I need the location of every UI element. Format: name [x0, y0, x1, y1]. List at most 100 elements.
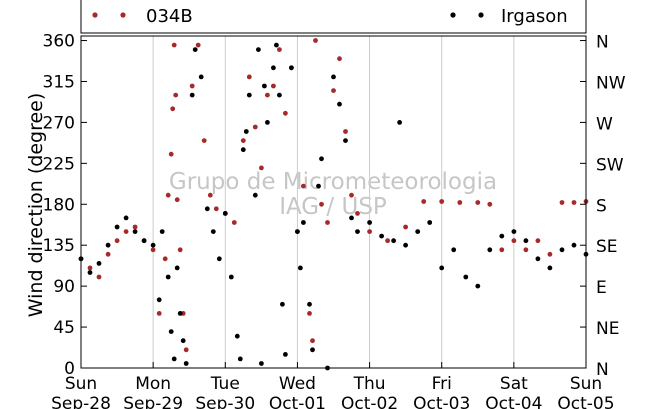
x-tick-day-label: Sun — [570, 374, 602, 394]
point-irgason — [87, 270, 93, 275]
point-irgason — [451, 247, 457, 253]
point-irgason — [165, 274, 171, 280]
point-034b — [535, 238, 541, 244]
point-irgason — [316, 183, 321, 189]
x-tick-date-label: Oct-05 — [557, 394, 614, 409]
point-034b — [170, 106, 176, 112]
legend-marker-034b — [120, 12, 126, 18]
y2-tick-label: W — [596, 114, 613, 134]
point-irgason — [174, 265, 180, 271]
point-034b — [403, 224, 408, 230]
point-irgason — [349, 215, 354, 221]
x-tick-day-label: Fri — [432, 374, 452, 394]
point-034b — [457, 200, 463, 205]
point-034b — [319, 201, 324, 207]
point-irgason — [487, 247, 493, 253]
point-034b — [559, 200, 565, 205]
point-034b — [310, 338, 315, 344]
point-034b — [87, 265, 93, 271]
legend-label-034b: 034B — [146, 6, 193, 27]
point-irgason — [240, 147, 246, 153]
data-points — [78, 38, 589, 371]
point-irgason — [439, 265, 445, 271]
point-irgason — [337, 101, 342, 107]
point-irgason — [210, 229, 216, 235]
point-irgason — [96, 261, 102, 266]
point-irgason — [189, 92, 195, 98]
point-034b — [499, 247, 505, 253]
x-tick-date-label: Sep-30 — [195, 394, 255, 409]
point-034b — [523, 247, 529, 253]
point-irgason — [177, 311, 183, 316]
point-irgason — [132, 229, 138, 235]
point-irgason — [379, 233, 384, 239]
plot-area-frame — [80, 35, 587, 369]
y-tick-label: 225 — [43, 154, 75, 174]
point-irgason — [271, 65, 276, 71]
point-034b — [150, 247, 156, 253]
point-irgason — [183, 361, 189, 366]
point-irgason — [571, 242, 577, 248]
point-irgason — [246, 92, 252, 98]
point-irgason — [415, 229, 421, 235]
point-irgason — [283, 352, 288, 357]
point-irgason — [319, 156, 324, 162]
y2-tick-label: SW — [596, 155, 624, 175]
point-irgason — [156, 297, 162, 303]
legend-label-irgason: Irgason — [501, 6, 568, 27]
point-irgason — [307, 301, 312, 307]
legend: 034B Irgason — [80, 0, 587, 34]
point-irgason — [259, 361, 264, 366]
point-034b — [367, 229, 372, 235]
point-034b — [213, 206, 219, 212]
point-irgason — [523, 238, 529, 244]
point-irgason — [114, 224, 120, 230]
point-034b — [571, 200, 577, 205]
point-034b — [313, 38, 318, 43]
point-irgason — [397, 120, 402, 125]
point-034b — [123, 229, 129, 235]
point-irgason — [204, 206, 210, 212]
point-034b — [259, 165, 264, 171]
point-034b — [487, 201, 493, 207]
point-034b — [265, 92, 270, 98]
y-tick-label: 360 — [43, 32, 75, 52]
point-034b — [349, 192, 354, 198]
point-irgason — [427, 220, 433, 225]
y-tick-label: 315 — [43, 72, 75, 92]
legend-marker-irgason — [450, 12, 456, 18]
x-tick-date-label: Oct-02 — [341, 394, 398, 409]
point-irgason — [105, 242, 111, 248]
point-irgason — [159, 229, 165, 235]
point-034b — [173, 92, 179, 98]
point-irgason — [262, 83, 267, 89]
x-tick-day-label: Sun — [65, 374, 97, 394]
y-tick-label: 90 — [53, 277, 75, 297]
x-tick-day-label: Wed — [279, 374, 316, 394]
point-irgason — [280, 301, 285, 307]
point-034b — [132, 224, 138, 230]
point-irgason — [237, 356, 243, 362]
point-irgason — [171, 356, 177, 362]
point-034b — [240, 138, 246, 144]
point-034b — [307, 311, 312, 316]
point-034b — [252, 124, 258, 130]
point-irgason — [391, 238, 396, 244]
y2-tick-label: S — [596, 196, 607, 216]
point-irgason — [367, 220, 372, 225]
x-tick-day-label: Tue — [210, 374, 240, 394]
point-irgason — [310, 347, 315, 353]
x-tick-date-label: Sep-28 — [51, 394, 111, 409]
x-tick-date-label: Oct-01 — [269, 394, 326, 409]
axis-ticks: 04590135180225270315360NNEESESSWWNWNSunS… — [43, 32, 626, 409]
point-034b — [439, 199, 445, 204]
point-irgason — [295, 229, 300, 235]
point-034b — [283, 110, 288, 116]
watermark-line-2: IAG / USP — [279, 194, 387, 220]
point-irgason — [499, 233, 505, 239]
point-irgason — [331, 74, 336, 80]
point-034b — [168, 151, 174, 157]
point-034b — [201, 138, 207, 144]
point-irgason — [289, 65, 294, 71]
